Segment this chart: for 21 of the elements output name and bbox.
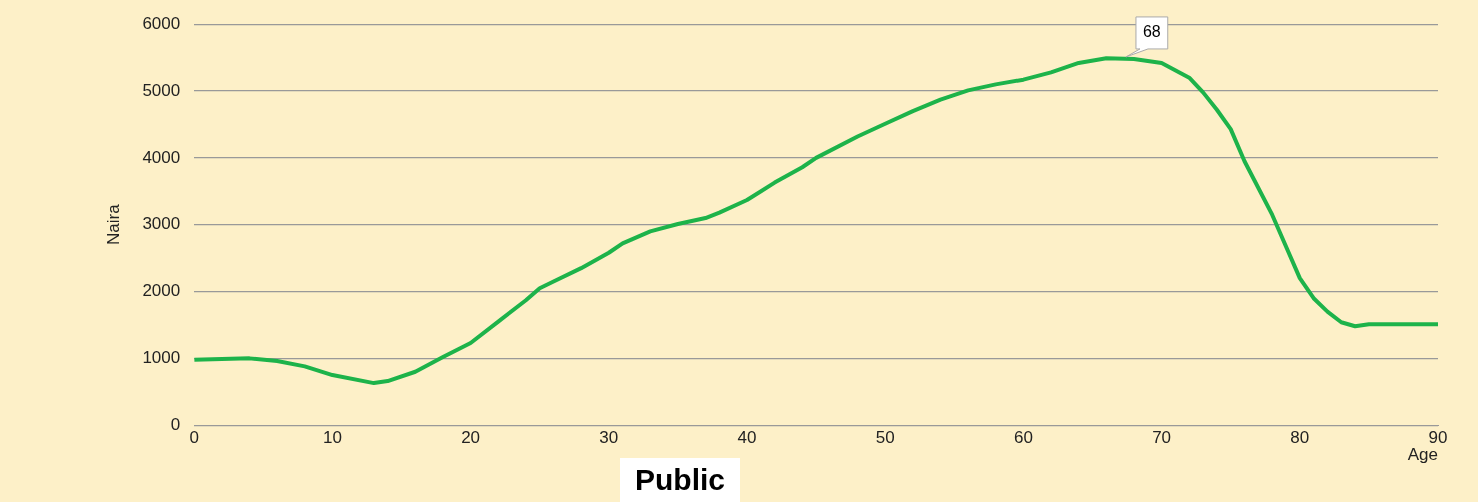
x-tick-label: 70: [1152, 428, 1172, 448]
y-tick-label: 6000: [142, 13, 181, 33]
y-axis-title: Naira: [103, 203, 123, 246]
y-tick-label: 5000: [142, 80, 181, 100]
x-tick-label: 80: [1290, 428, 1310, 448]
text: Public: [620, 458, 740, 502]
x-tick-label: 50: [875, 428, 895, 448]
annotation: 68: [1142, 23, 1161, 41]
x-tick-label: 10: [322, 428, 342, 448]
y-tick-label: 1000: [142, 348, 181, 368]
y-tick-label: 4000: [142, 147, 181, 167]
y-tick-label: 3000: [142, 214, 181, 234]
y-tick-label: 2000: [142, 281, 181, 301]
y-tick-label: 0: [170, 414, 181, 434]
x-tick-label: 90: [1428, 428, 1448, 448]
x-tick-label: 40: [737, 428, 757, 448]
x-tick-label: 0: [189, 428, 199, 448]
x-tick-label: 30: [599, 428, 619, 448]
x-axis-title: Age: [1407, 445, 1438, 465]
x-tick-label: 20: [461, 428, 481, 448]
x-tick-label: 60: [1013, 428, 1033, 448]
